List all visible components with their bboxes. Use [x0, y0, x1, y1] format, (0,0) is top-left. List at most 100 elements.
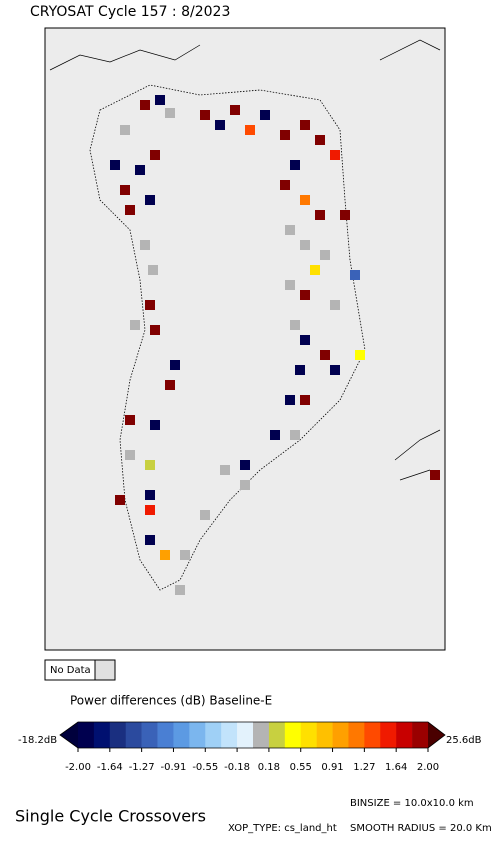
- map-cell: [270, 430, 280, 440]
- map-cell: [315, 135, 325, 145]
- map-cell: [285, 395, 295, 405]
- smooth-radius: SMOOTH RADIUS = 20.0 Km: [350, 823, 492, 834]
- colorbar-segment: [173, 722, 190, 748]
- colorbar-segment: [93, 722, 111, 748]
- colorbar-tick-label: 0.91: [321, 762, 343, 773]
- colorbar-segment: [221, 722, 238, 748]
- colorbar-high: [428, 722, 445, 748]
- map-cell: [330, 365, 340, 375]
- map-cell: [285, 280, 295, 290]
- colorbar-tick-label: 1.27: [353, 762, 375, 773]
- map-cell: [170, 360, 180, 370]
- colorbar-tick-label: -0.55: [192, 762, 218, 773]
- map-cell: [140, 100, 150, 110]
- map-cell: [115, 495, 125, 505]
- map-cell: [310, 265, 320, 275]
- map-cell: [130, 320, 140, 330]
- map-cell: [300, 240, 310, 250]
- colorbar-segment: [253, 722, 270, 748]
- map-cell: [430, 470, 440, 480]
- map-cell: [350, 270, 360, 280]
- map-cell: [330, 300, 340, 310]
- map-cell: [145, 195, 155, 205]
- map-cell: [125, 415, 135, 425]
- colorbar-segment: [237, 722, 254, 748]
- map-cell: [200, 110, 210, 120]
- colorbar-low: [60, 722, 78, 748]
- map-cell: [230, 105, 240, 115]
- colorbar-segment: [157, 722, 174, 748]
- colorbar-segment: [380, 722, 397, 748]
- land-outline: [49, 39, 441, 481]
- map-cell: [300, 395, 310, 405]
- map-cell: [240, 460, 250, 470]
- map-cell: [145, 490, 155, 500]
- colorbar-segment: [125, 722, 142, 748]
- colorbar-segment: [109, 722, 127, 748]
- map-cell: [260, 110, 270, 120]
- map-cell: [175, 585, 185, 595]
- map-cell: [240, 480, 250, 490]
- colorbar-tick-label: -1.64: [97, 762, 123, 773]
- min-label: -18.2dB: [18, 735, 57, 746]
- colorbar-segment: [412, 722, 429, 748]
- map-cell: [300, 335, 310, 345]
- map-cell: [200, 510, 210, 520]
- colorbar-tick-label: -1.27: [129, 762, 155, 773]
- colorbar-tick-label: -0.18: [224, 762, 250, 773]
- colorbar-segment: [300, 722, 317, 748]
- map-cell: [120, 125, 130, 135]
- legend-title: Power differences (dB) Baseline-E: [70, 694, 272, 708]
- map-cell: [315, 210, 325, 220]
- map-cell: [120, 185, 130, 195]
- colorbar-segment: [268, 722, 286, 748]
- colorbar-tick-label: 2.00: [417, 762, 439, 773]
- map-cell: [285, 225, 295, 235]
- map-cell: [110, 160, 120, 170]
- map-cell: [300, 290, 310, 300]
- colorbar-segment: [189, 722, 206, 748]
- footer-title: Single Cycle Crossovers: [15, 807, 206, 826]
- binsize: BINSIZE = 10.0x10.0 km: [350, 798, 474, 809]
- map-cell: [290, 430, 300, 440]
- map-cell: [180, 550, 190, 560]
- data-cells: [110, 95, 440, 595]
- map-cell: [300, 120, 310, 130]
- map-cell: [125, 450, 135, 460]
- colorbar-segment: [316, 722, 333, 748]
- map-cell: [145, 300, 155, 310]
- colorbar-segment: [364, 722, 381, 748]
- colorbar-segment: [348, 722, 365, 748]
- colorbar-segment: [205, 722, 222, 748]
- map-cell: [330, 150, 340, 160]
- colorbar-tick-label: 0.55: [290, 762, 312, 773]
- colorbar-segment: [284, 722, 302, 748]
- colorbar: -2.00 -1.64 -1.27 -0.91 -0.55 -0.18 0.18 0.55 0.…: [59, 721, 446, 773]
- colorbar-segment: [332, 722, 349, 748]
- map-cell: [320, 250, 330, 260]
- title: CRYOSAT Cycle 157 : 8/2023: [30, 4, 230, 20]
- map-frame: [44, 27, 446, 651]
- map-cell: [290, 160, 300, 170]
- map-cell: [148, 265, 158, 275]
- colorbar-tick-label: 0.18: [258, 762, 280, 773]
- map-cell: [280, 130, 290, 140]
- no-data-swatch: [94, 659, 116, 681]
- map-cell: [160, 550, 170, 560]
- xop-type: XOP_TYPE: cs_land_ht: [228, 823, 337, 834]
- colorbar-tick-label: 1.64: [385, 762, 407, 773]
- map-cell: [340, 210, 350, 220]
- map-cell: [145, 460, 155, 470]
- map-cell: [320, 350, 330, 360]
- map-cell: [290, 320, 300, 330]
- colorbar-segment: [396, 722, 413, 748]
- max-label: 25.6dB: [446, 735, 482, 746]
- map-cell: [300, 195, 310, 205]
- colorbar-tick-label: -0.91: [161, 762, 187, 773]
- map-cell: [145, 535, 155, 545]
- map-cell: [145, 505, 155, 515]
- map-cell: [125, 205, 135, 215]
- map-cell: [155, 95, 165, 105]
- map-cell: [165, 108, 175, 118]
